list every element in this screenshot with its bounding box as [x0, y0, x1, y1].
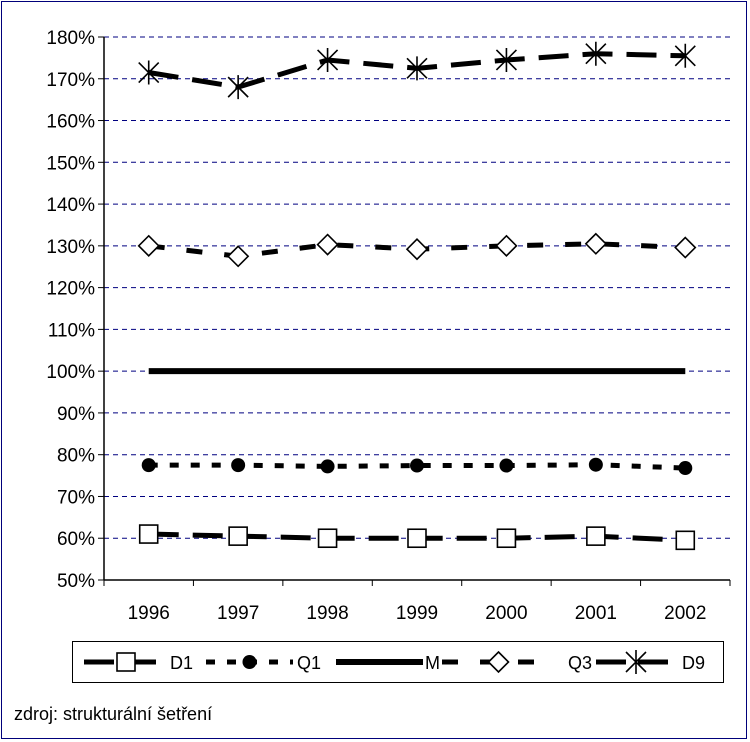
data-point-q1 — [678, 461, 693, 476]
data-point-q3 — [227, 245, 250, 268]
data-point-d9 — [585, 41, 607, 66]
data-point-d1 — [586, 526, 606, 546]
x-tick-label: 1999 — [396, 603, 438, 624]
legend-item-q1: Q1 — [206, 653, 321, 673]
y-tick-label: 60% — [57, 529, 95, 550]
legend-item-d1: D1 — [84, 652, 193, 673]
data-point-d1 — [228, 526, 248, 546]
legend-marker — [487, 650, 510, 674]
legend-label: Q1 — [297, 653, 321, 673]
y-tick-label: 100% — [46, 362, 95, 383]
legend — [72, 641, 724, 683]
data-point-q1 — [231, 458, 246, 473]
y-tick-label: 160% — [46, 112, 95, 133]
source-note: zdroj: strukturální šetření — [14, 704, 213, 724]
data-point-q1 — [320, 459, 335, 474]
data-point-d1 — [317, 528, 338, 549]
x-tick-label: 2001 — [575, 603, 617, 624]
legend-item-q3: Q3 — [442, 650, 592, 674]
y-tick-label: 80% — [57, 446, 95, 467]
data-point-d1 — [407, 528, 427, 549]
data-point-d9 — [227, 75, 249, 100]
y-tick-label: 70% — [57, 487, 95, 508]
x-tick-label: 1998 — [306, 603, 348, 624]
legend-label: M — [425, 653, 440, 673]
legend-item-d9: D9 — [596, 650, 705, 674]
data-point-d1 — [496, 528, 517, 549]
data-point-d9 — [406, 56, 428, 81]
x-tick-label: 2002 — [664, 603, 706, 624]
data-point-q1 — [588, 457, 603, 472]
data-point-q3 — [316, 233, 339, 256]
data-point-q3 — [674, 236, 697, 259]
data-point-d9 — [674, 43, 696, 68]
legend-item-m: M — [336, 653, 440, 673]
series-d1 — [138, 524, 696, 551]
series-q1 — [141, 457, 693, 476]
y-tick-label: 170% — [46, 70, 95, 91]
legend-label: D1 — [170, 653, 193, 673]
y-tick-label: 150% — [46, 153, 95, 174]
data-point-q3 — [584, 232, 607, 255]
x-tick-label: 2000 — [485, 603, 527, 624]
legend-label: D9 — [682, 653, 705, 673]
y-tick-label: 140% — [46, 195, 95, 216]
data-point-q1 — [410, 458, 424, 473]
data-point-q3 — [405, 238, 429, 261]
data-point-d9 — [495, 47, 517, 72]
data-point-q3 — [137, 234, 160, 257]
legend-marker — [625, 650, 647, 674]
y-tick-label: 50% — [57, 571, 95, 592]
y-tick-label: 130% — [46, 237, 95, 258]
y-tick-label: 180% — [46, 28, 95, 49]
data-point-d9 — [138, 60, 160, 85]
data-point-q3 — [495, 234, 518, 257]
data-point-d1 — [138, 524, 159, 544]
y-tick-label: 90% — [57, 404, 95, 425]
gridlines: 50% 60% 70% 80% 90% 100% 110% 120% 130% 140% 150% 1… — [46, 28, 730, 592]
data-point-d1 — [675, 530, 696, 551]
data-point-q1 — [141, 458, 156, 473]
data-point-d9 — [317, 47, 339, 72]
y-tick-label: 110% — [48, 320, 95, 341]
legend-marker — [242, 655, 257, 669]
x-tick-label: 1997 — [217, 603, 259, 624]
legend-marker — [116, 652, 136, 672]
x-tick-label: 1996 — [128, 603, 170, 624]
y-tick-label: 120% — [46, 279, 95, 300]
data-point-q1 — [499, 458, 514, 473]
legend-label: Q3 — [568, 653, 592, 673]
series-d9 — [138, 41, 696, 100]
series-q3 — [137, 232, 697, 268]
